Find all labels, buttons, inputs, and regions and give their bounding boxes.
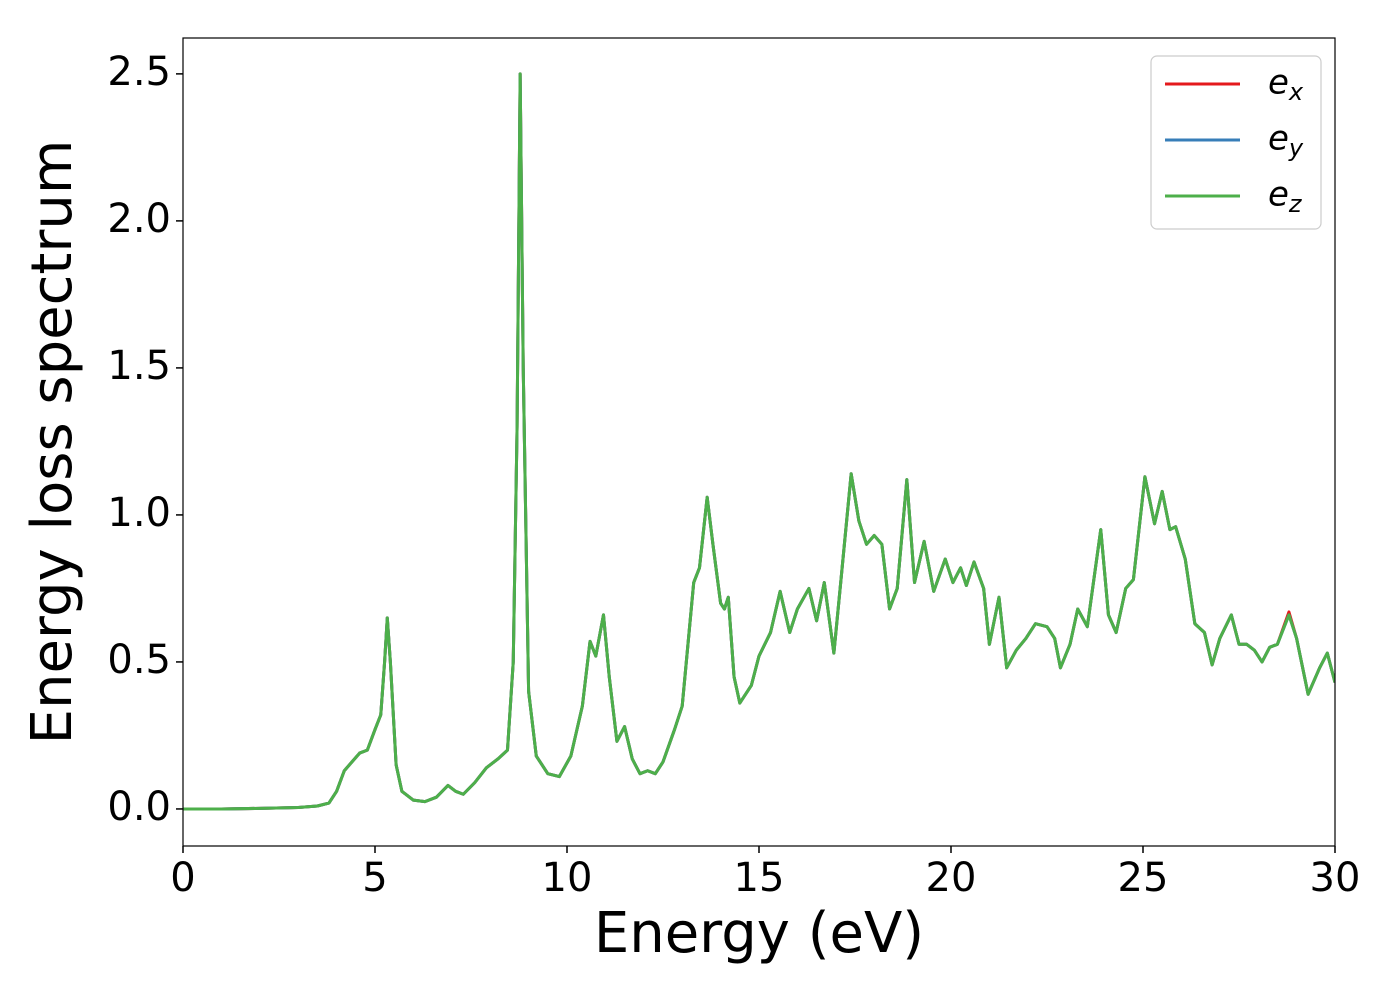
legend-box [1150, 55, 1322, 230]
x-tick-label: 5 [362, 855, 387, 901]
y-tick-label: 0.0 [107, 784, 171, 830]
x-tick-label: 15 [734, 855, 785, 901]
x-tick-label: 0 [170, 855, 195, 901]
y-tick-label: 1.0 [107, 490, 171, 536]
y-axis-label: Energy loss spectrum [20, 140, 85, 745]
plot-frame [182, 37, 1336, 847]
x-tick-label: 25 [1118, 855, 1169, 901]
x-axis-label: Energy (eV) [594, 901, 924, 966]
series-line [183, 72, 1335, 811]
y-tick-label: 2.0 [107, 196, 171, 242]
x-tick-label: 30 [1310, 855, 1361, 901]
x-tick-label: 10 [542, 855, 593, 901]
x-tick-label: 20 [926, 855, 977, 901]
y-tick-label: 2.5 [107, 49, 171, 95]
y-tick-label: 1.5 [107, 343, 171, 389]
y-tick-label: 0.5 [107, 637, 171, 683]
